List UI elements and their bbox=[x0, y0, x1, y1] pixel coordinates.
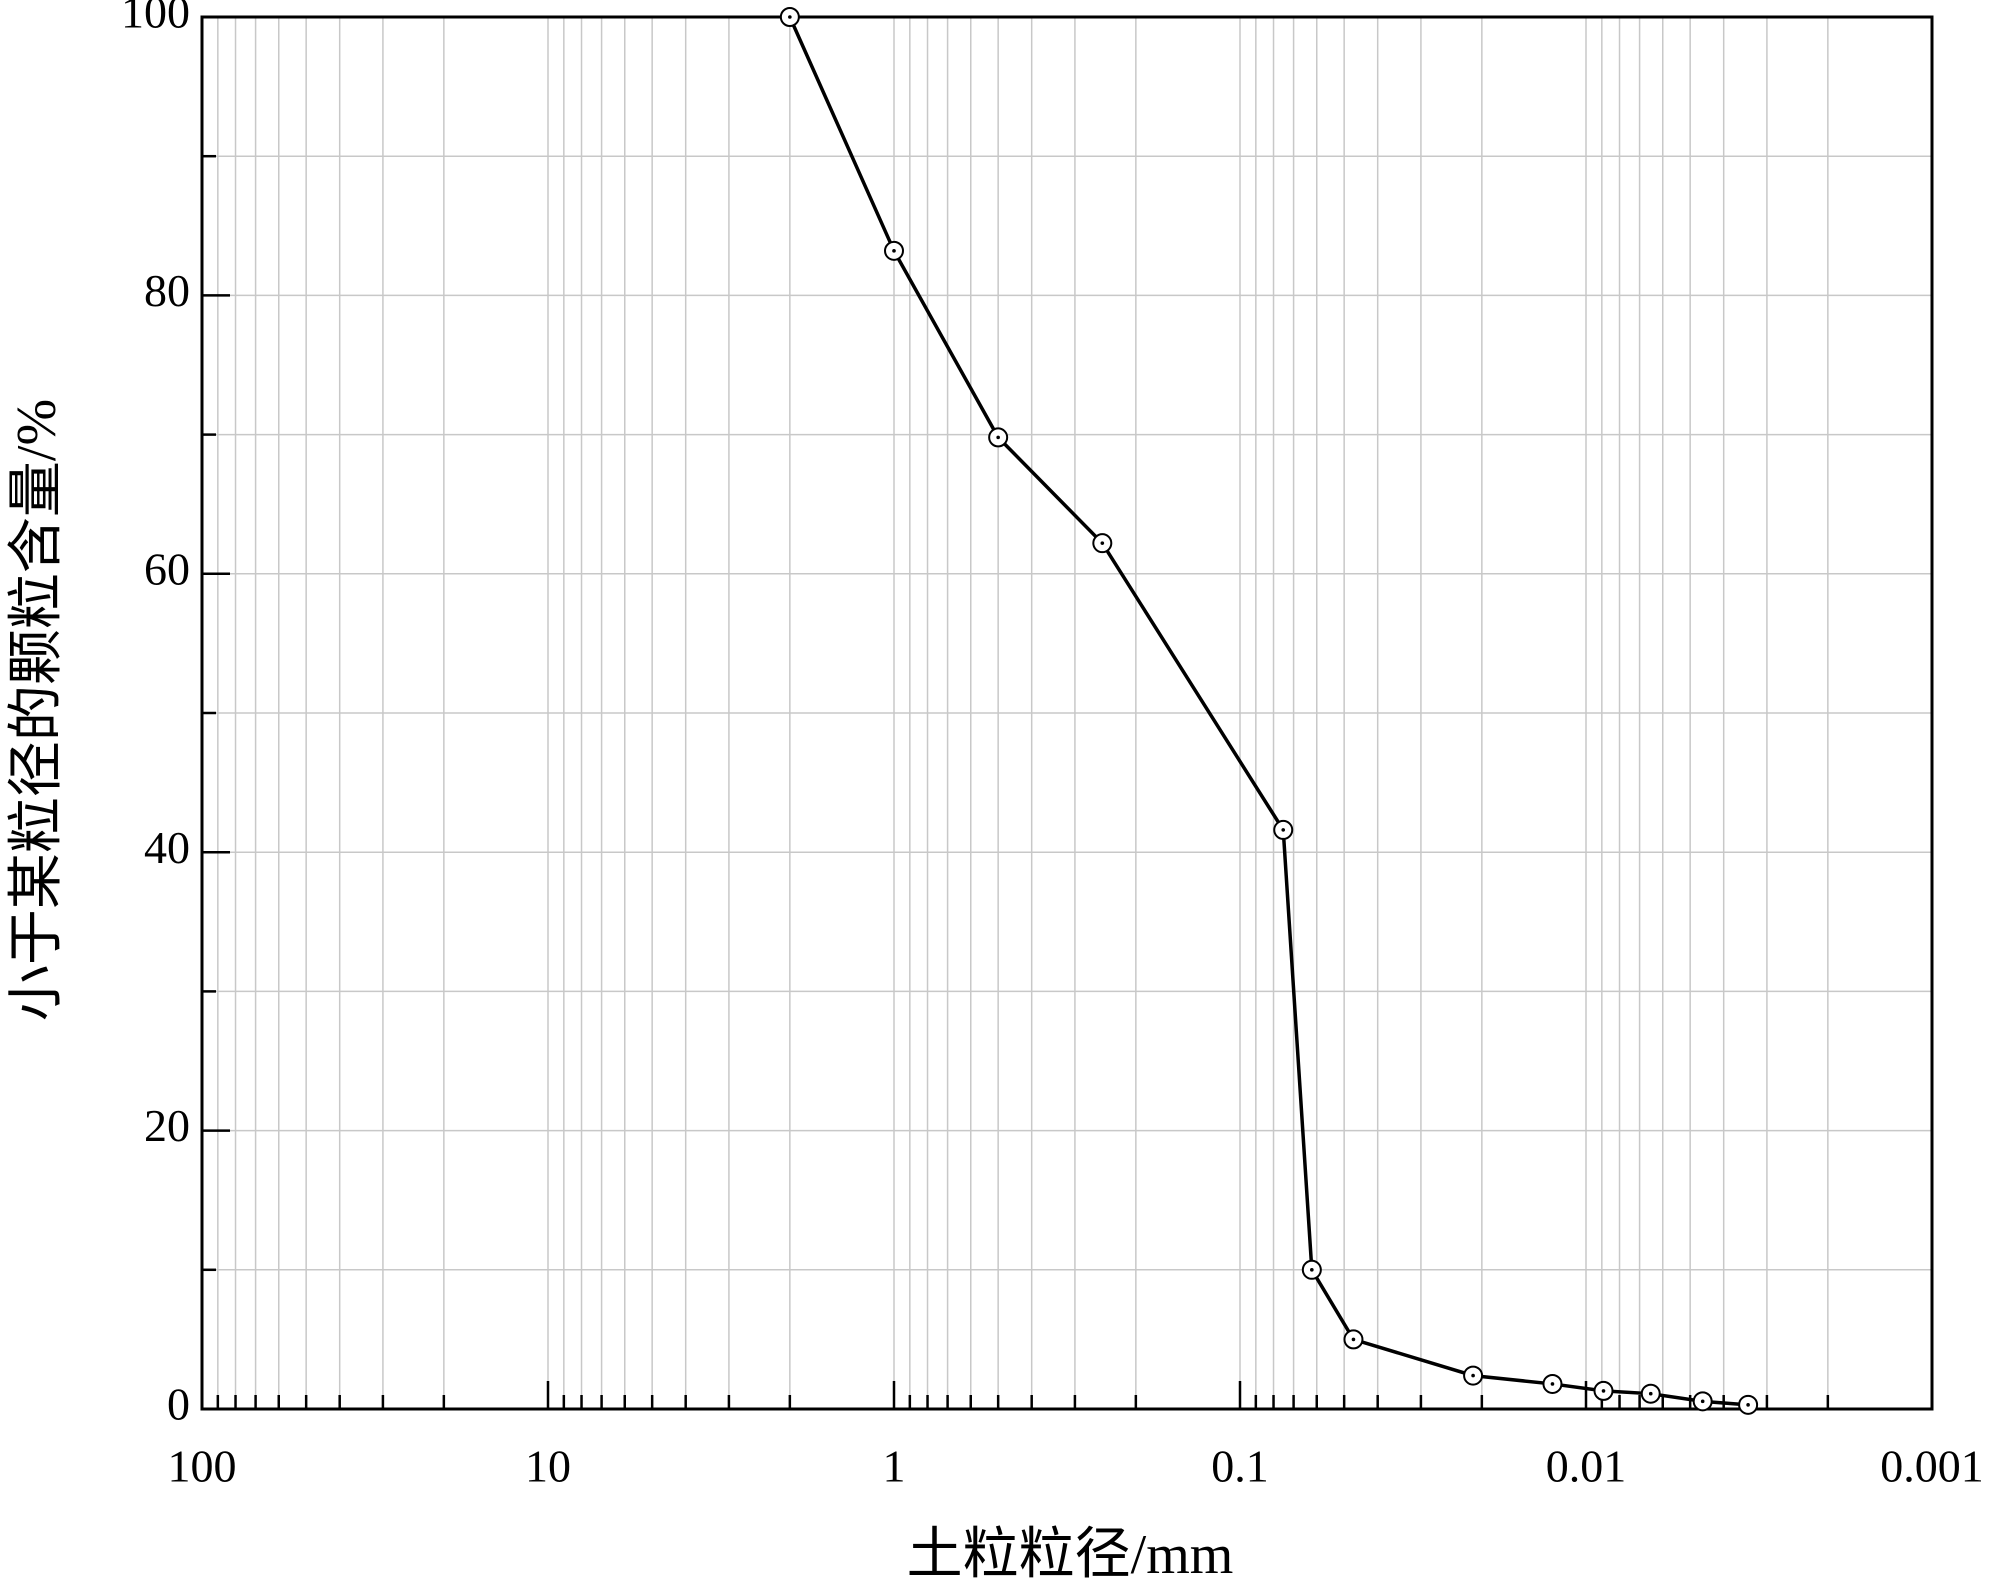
y-tick-label: 100 bbox=[121, 0, 190, 38]
plot-frame bbox=[200, 15, 1934, 1411]
data-point-dot bbox=[1648, 1391, 1653, 1396]
y-tick-label: 40 bbox=[144, 822, 190, 873]
y-tick-label: 20 bbox=[144, 1100, 190, 1151]
x-tick-label: 0.1 bbox=[1211, 1441, 1269, 1492]
y-axis-label: 小于某粒径的颗粒含量/% bbox=[6, 399, 68, 1021]
x-axis-label: 土粒粒径/mm bbox=[907, 1524, 1234, 1586]
data-point-dot bbox=[1700, 1399, 1705, 1404]
data-point-dot bbox=[788, 15, 792, 19]
data-point-dot bbox=[1281, 828, 1286, 832]
data-point-dot bbox=[1100, 541, 1105, 545]
data-point-dot bbox=[892, 249, 896, 253]
data-point-dot bbox=[1746, 1403, 1750, 1407]
y-tick-label: 0 bbox=[167, 1379, 190, 1430]
data-line bbox=[788, 16, 1749, 1407]
data-point-dot bbox=[1310, 1268, 1314, 1272]
y-tick-label: 60 bbox=[144, 543, 190, 594]
y-tick-label: 80 bbox=[144, 265, 190, 316]
x-tick-label: 1 bbox=[883, 1441, 906, 1492]
x-tick-label: 0.001 bbox=[1880, 1441, 1984, 1492]
data-point-dot bbox=[1601, 1389, 1606, 1393]
x-tick-label: 100 bbox=[168, 1441, 237, 1492]
data-point-dot bbox=[1550, 1382, 1555, 1386]
data-point-dot bbox=[1351, 1337, 1356, 1342]
x-tick-label: 0.01 bbox=[1546, 1441, 1627, 1492]
x-tick-label: 10 bbox=[525, 1441, 571, 1492]
data-point-dot bbox=[1471, 1373, 1475, 1378]
data-point-dot bbox=[996, 435, 1000, 440]
